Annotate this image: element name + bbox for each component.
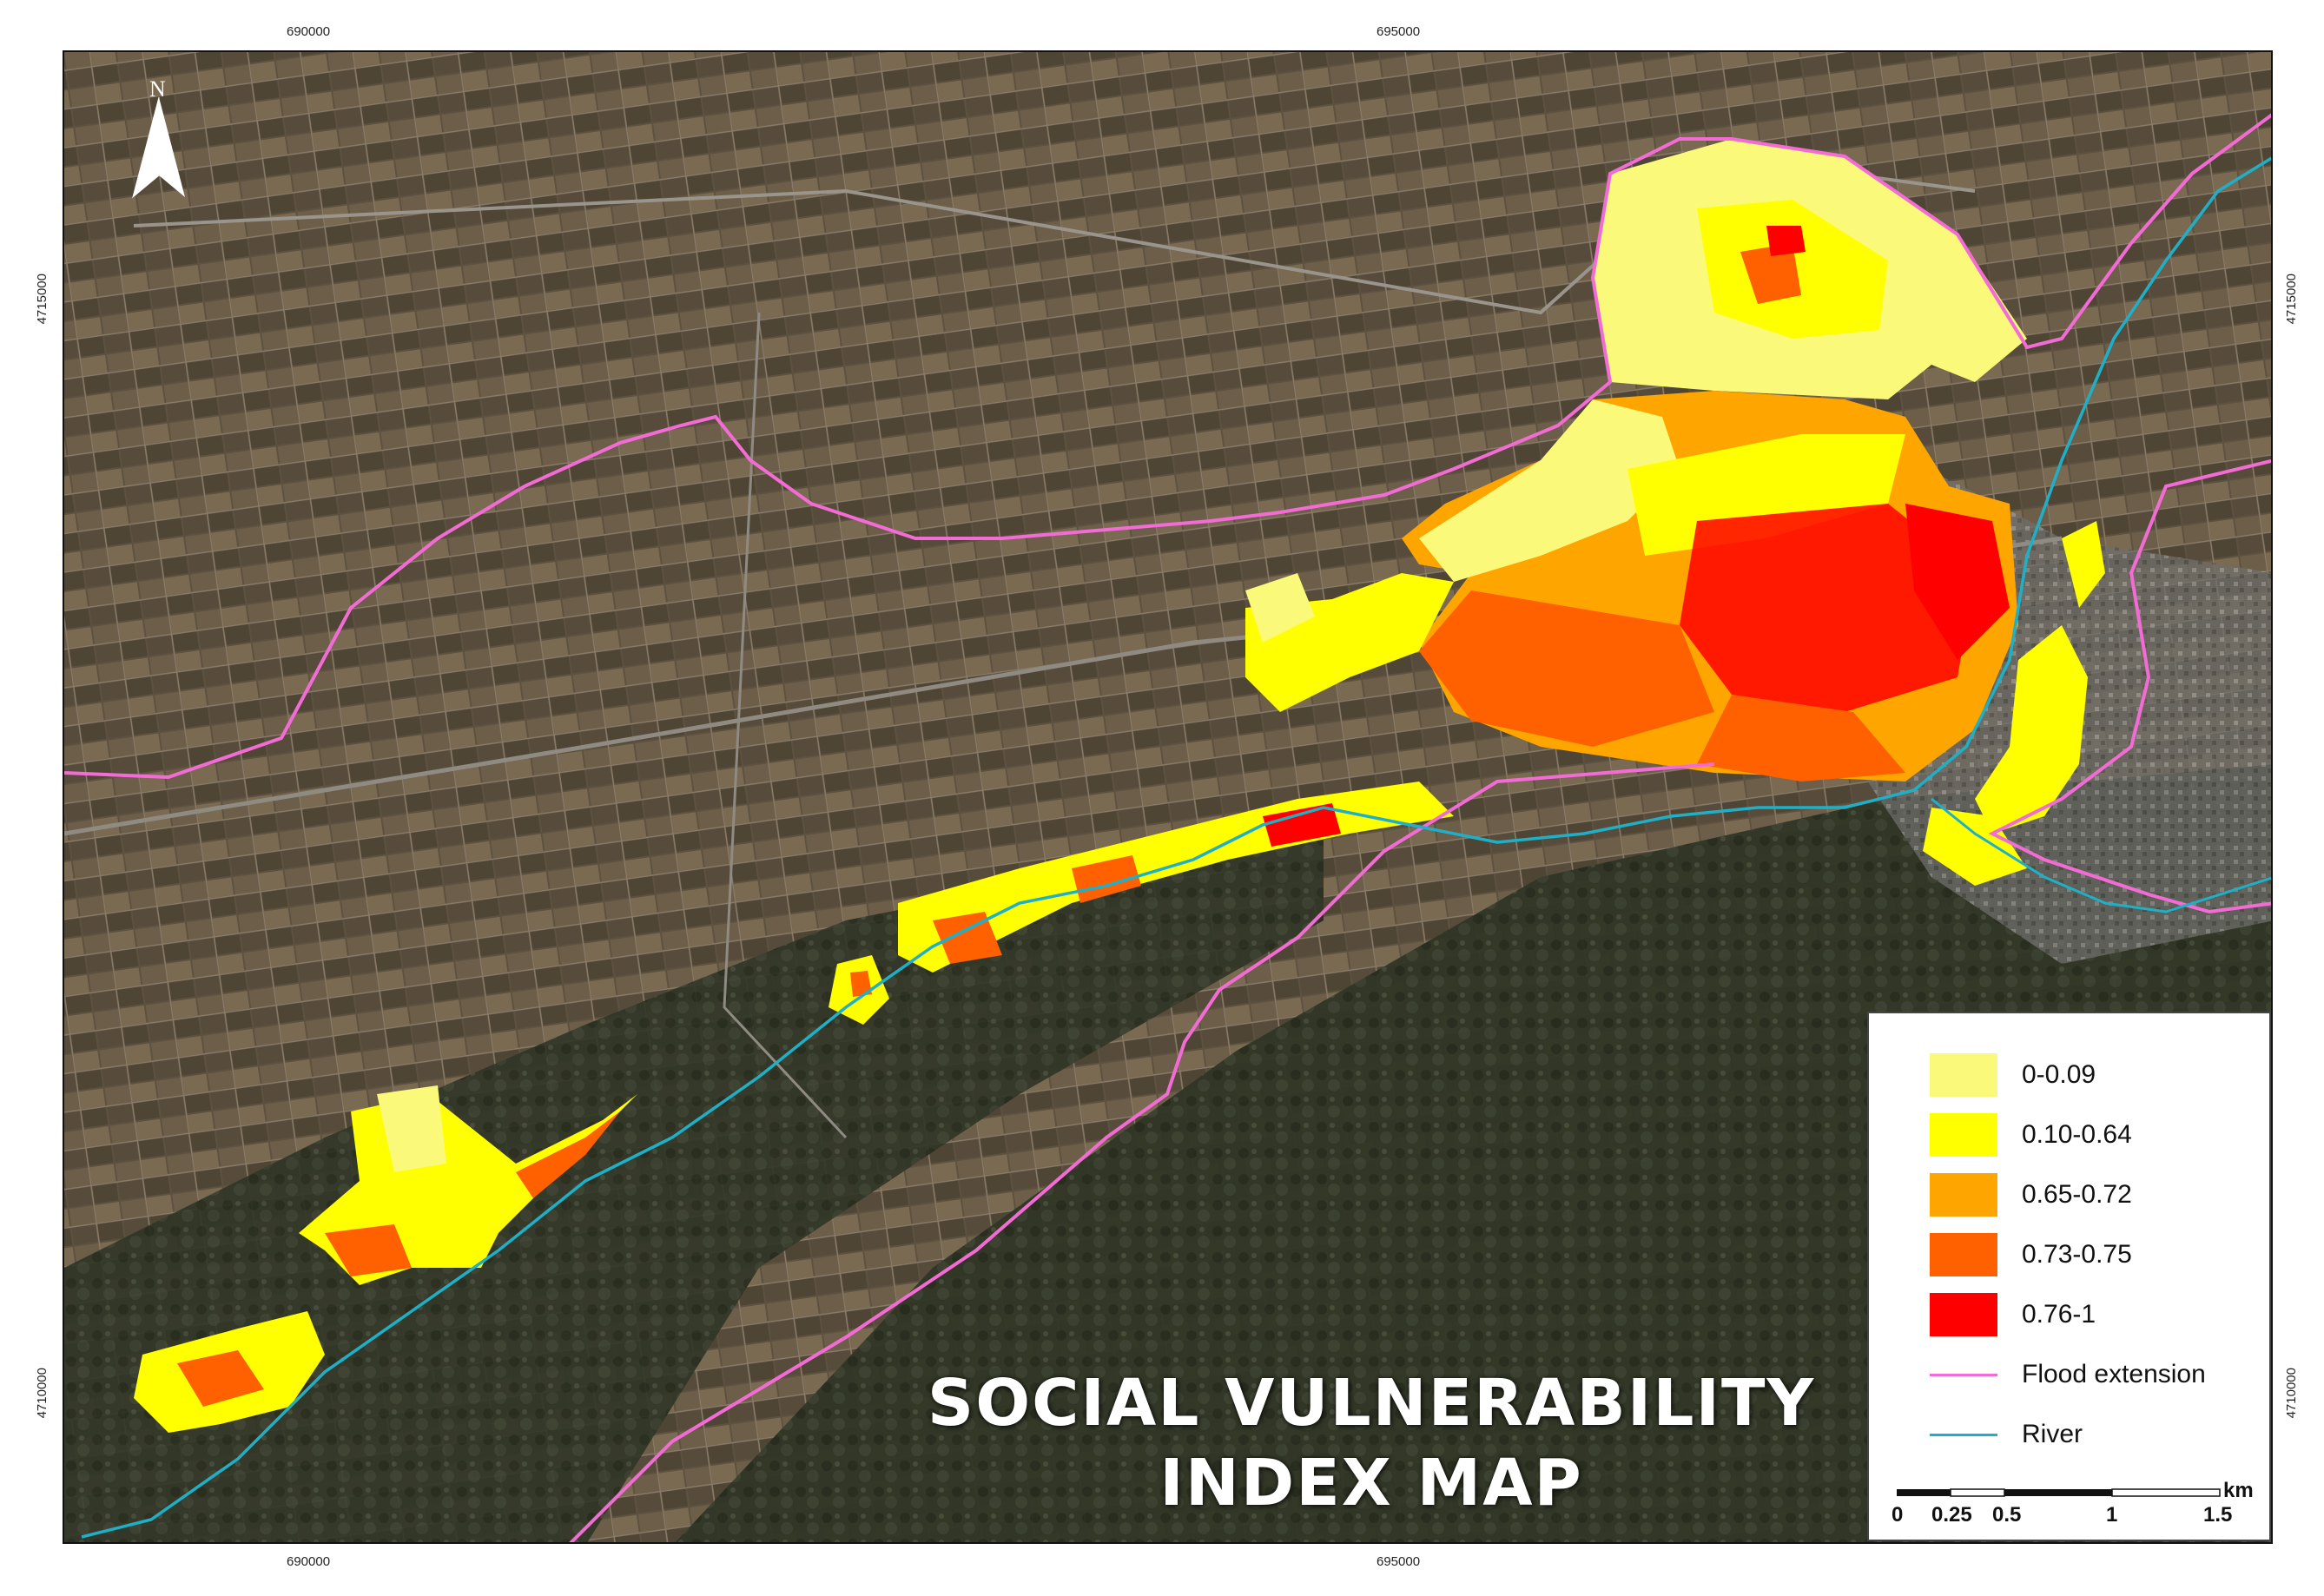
north-letter: N [149, 76, 166, 102]
zone-0-0.09 [377, 1085, 446, 1172]
legend-label: Flood extension [2022, 1360, 2206, 1388]
legend-item: 0-0.09 [1930, 1052, 2096, 1098]
legend-label: 0.65-0.72 [2022, 1180, 2132, 1209]
legend-swatch-0.10-0.64 [1930, 1113, 1997, 1157]
zone-0.73-0.75 [850, 971, 872, 997]
coord-right-4710000: 4710000 [2284, 1368, 2299, 1419]
legend-swatch-0.73-0.75 [1930, 1233, 1997, 1276]
legend-item: 0.73-0.75 [1930, 1232, 2132, 1277]
legend-label: 0-0.09 [2022, 1060, 2096, 1089]
zone-0.73-0.75 [1740, 243, 1801, 304]
legend-item: River [1930, 1412, 2083, 1457]
scale-tick: 1 [2106, 1503, 2118, 1527]
vulnerability-zones [134, 139, 2105, 1433]
zone-0.73-0.75 [1419, 590, 1714, 747]
zone-0.10-0.64 [1923, 808, 2027, 886]
legend-swatch-0.65-0.72 [1930, 1173, 1997, 1217]
legend-item: Flood extension [1930, 1352, 2206, 1397]
zone-0.76-1 [1766, 226, 1806, 256]
zone-0.73-0.75 [177, 1350, 264, 1407]
legend-swatch-0.76-1 [1930, 1293, 1997, 1336]
legend-swatch-0-0.09 [1930, 1053, 1997, 1097]
scale-bar: km 0 0.25 0.5 1 1.5 [1892, 1479, 2260, 1536]
north-arrow-icon [132, 96, 185, 199]
map-title-line1: SOCIAL VULNERABILITY [927, 1366, 1816, 1441]
map-title: SOCIAL VULNERABILITY INDEX MAP [872, 1363, 1871, 1523]
legend-item: 0.65-0.72 [1930, 1172, 2132, 1217]
zone-0-0.09 [1245, 573, 1315, 643]
flood-extension-line-east [1988, 458, 2271, 914]
map-legend: 0-0.09 0.10-0.64 0.65-0.72 0.73-0.75 0.7… [1867, 1012, 2271, 1541]
scale-bar-graphic [1897, 1488, 2221, 1497]
legend-item: 0.10-0.64 [1930, 1112, 2132, 1157]
legend-line-river [1930, 1433, 1997, 1436]
zone-0-0.09 [1419, 399, 1680, 582]
coord-right-4715000: 4715000 [2284, 274, 2299, 325]
scale-unit: km [2223, 1479, 2254, 1502]
road-north-south [723, 312, 848, 1139]
map-title-line2: INDEX MAP [1159, 1446, 1583, 1520]
scale-tick: 0.5 [1992, 1503, 2022, 1527]
flood-extension-line-south [569, 762, 1715, 1542]
legend-label: 0.73-0.75 [2022, 1240, 2132, 1269]
zone-0.10-0.64 [1975, 625, 2088, 834]
legend-label: River [2022, 1420, 2083, 1448]
scale-tick: 0 [1892, 1503, 1904, 1527]
forest-hills-south [64, 834, 1324, 1542]
legend-label: 0.76-1 [2022, 1300, 2096, 1329]
zone-0.73-0.75 [1697, 695, 1905, 782]
river-line [81, 156, 2271, 1539]
coord-top-695000: 695000 [1377, 24, 1421, 39]
scale-tick: 1.5 [2203, 1503, 2233, 1527]
zone-0.73-0.75 [1072, 855, 1141, 903]
zone-0.76-1 [1680, 504, 1975, 712]
coord-left-4710000: 4710000 [35, 1368, 50, 1419]
zone-0.10-0.64 [2062, 521, 2105, 608]
zone-0.73-0.75 [933, 912, 1002, 964]
flood-extension-line [64, 113, 2271, 780]
legend-line-flood [1930, 1373, 1997, 1376]
zone-0.76-1 [1263, 803, 1341, 847]
zone-0.76-1 [1905, 504, 2010, 660]
coord-bottom-695000: 695000 [1377, 1554, 1421, 1569]
scale-tick: 0.25 [1931, 1503, 1972, 1527]
coord-top-690000: 690000 [287, 24, 331, 39]
zone-0.73-0.75 [325, 1224, 412, 1276]
coord-left-4715000: 4715000 [35, 274, 50, 325]
zone-0.73-0.75 [516, 1111, 620, 1198]
legend-label: 0.10-0.64 [2022, 1120, 2132, 1149]
legend-item: 0.76-1 [1930, 1292, 2096, 1337]
river-branch [1931, 797, 2271, 913]
coord-bottom-690000: 690000 [287, 1554, 331, 1569]
